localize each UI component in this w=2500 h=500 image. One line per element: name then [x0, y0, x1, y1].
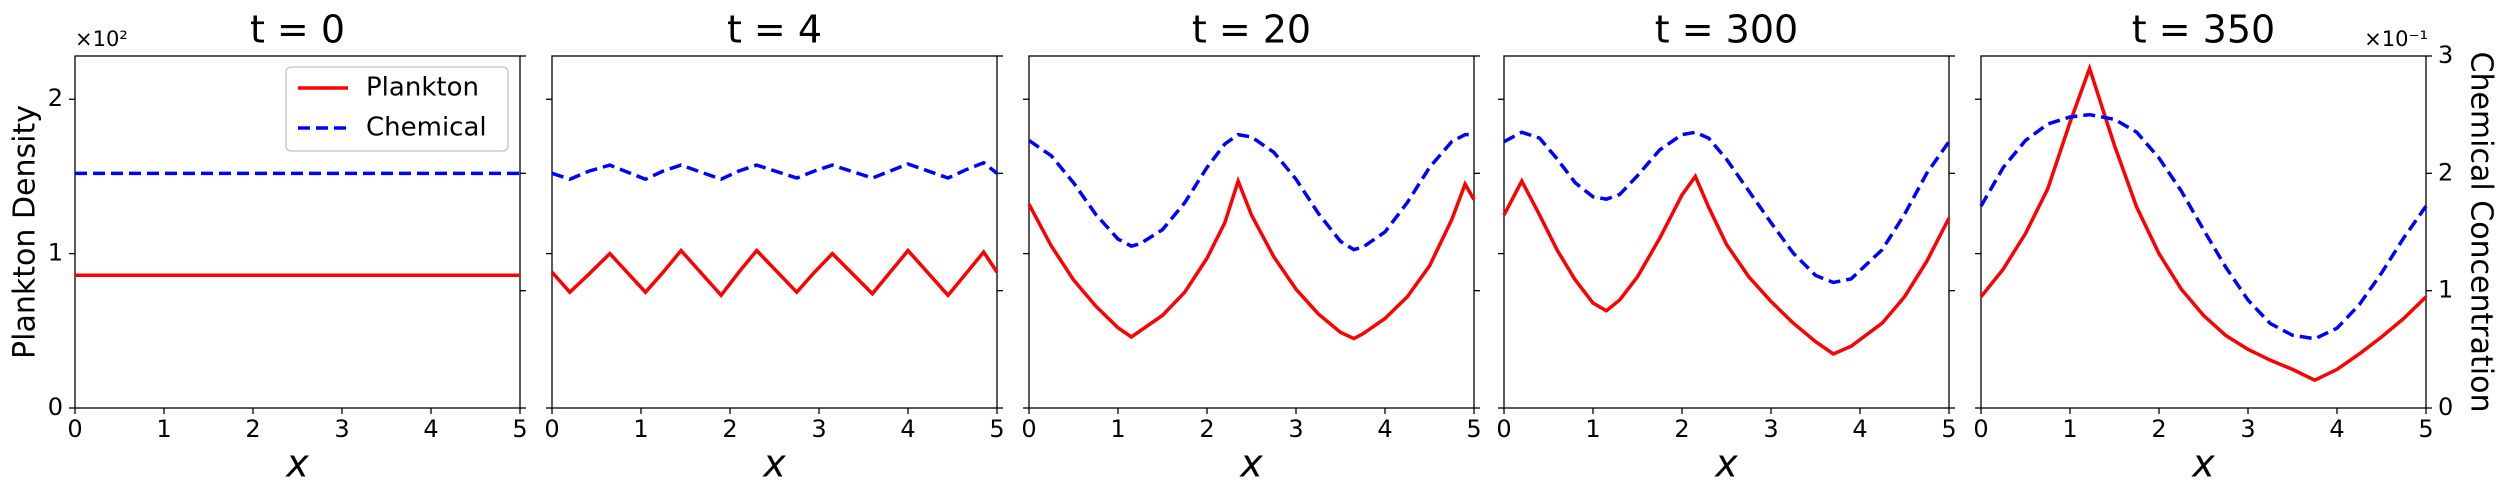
x-tick-label: 3 — [1763, 415, 1778, 443]
x-axis-label: x — [1239, 442, 1263, 486]
panel-title: t = 300 — [1655, 8, 1798, 52]
x-tick-label: 1 — [633, 415, 648, 443]
x-tick-label: 3 — [334, 415, 349, 443]
x-tick-label: 5 — [1941, 415, 1956, 443]
x-tick-label: 2 — [722, 415, 737, 443]
y2-tick-label: 0 — [2438, 393, 2453, 421]
plot-frame — [1503, 55, 1950, 409]
x-tick-label: 0 — [544, 415, 559, 443]
y-tick-label: 0 — [48, 393, 63, 421]
series-line — [551, 160, 999, 182]
panel-title: t = 350 — [2132, 8, 2275, 52]
panel-title: t = 4 — [727, 8, 822, 52]
x-tick-label: 4 — [423, 415, 438, 443]
plot-frame — [1980, 55, 2427, 409]
x-axis-label: x — [285, 442, 309, 486]
x-tick-label: 3 — [811, 415, 826, 443]
x-tick-label: 2 — [1674, 415, 1689, 443]
panel-title: t = 20 — [1192, 8, 1311, 52]
x-tick-label: 2 — [2151, 415, 2166, 443]
x-tick-label: 5 — [2418, 415, 2433, 443]
series-line — [1979, 112, 2428, 341]
series-line — [1503, 130, 1951, 285]
legend: Plankton Chemical — [285, 66, 509, 152]
x-axis-label: x — [1714, 442, 1738, 486]
x-tick-label: 0 — [1496, 415, 1511, 443]
x-tick-label: 1 — [156, 415, 171, 443]
y-tick-label: 2 — [48, 84, 63, 112]
x-tick-label: 0 — [67, 415, 82, 443]
x-tick-label: 5 — [1466, 415, 1481, 443]
y2-axis-label: Chemical Concentration — [2464, 52, 2499, 413]
x-tick-label: 4 — [900, 415, 915, 443]
series-line — [1502, 172, 1951, 356]
x-tick-label: 0 — [1021, 415, 1036, 443]
y-offset-label: ×10² — [75, 27, 128, 51]
y-axis-label: Plankton Density — [8, 105, 43, 359]
x-tick-label: 4 — [2329, 415, 2344, 443]
x-tick-label: 1 — [1585, 415, 1600, 443]
x-tick-label: 1 — [2062, 415, 2077, 443]
series-line — [1028, 132, 1474, 252]
x-tick-label: 4 — [1377, 415, 1392, 443]
x-tick-label: 5 — [989, 415, 1004, 443]
x-axis-label: x — [762, 442, 786, 486]
plot-frame — [551, 55, 998, 409]
panel-title: t = 0 — [250, 8, 345, 52]
y2-offset-label: ×10⁻¹ — [2364, 27, 2428, 51]
legend-label: Chemical — [366, 113, 487, 143]
legend-label: Plankton — [366, 73, 479, 103]
x-tick-label: 2 — [1199, 415, 1214, 443]
y-tick-label: 1 — [48, 239, 63, 267]
x-axis-label: x — [2191, 442, 2215, 486]
y2-tick-label: 3 — [2438, 41, 2453, 69]
plot-frame — [74, 55, 521, 409]
x-tick-label: 3 — [2240, 415, 2255, 443]
x-tick-label: 1 — [1110, 415, 1125, 443]
series-line — [550, 247, 999, 299]
x-tick-label: 5 — [512, 415, 527, 443]
x-tick-label: 0 — [1973, 415, 1988, 443]
series-line — [1979, 62, 2428, 383]
x-tick-label: 4 — [1852, 415, 1867, 443]
series-line — [1027, 175, 1476, 341]
x-tick-label: 2 — [245, 415, 260, 443]
y2-tick-label: 1 — [2438, 276, 2453, 304]
x-tick-label: 3 — [1288, 415, 1303, 443]
plot-frame — [1028, 55, 1475, 409]
y2-tick-label: 2 — [2438, 158, 2453, 186]
